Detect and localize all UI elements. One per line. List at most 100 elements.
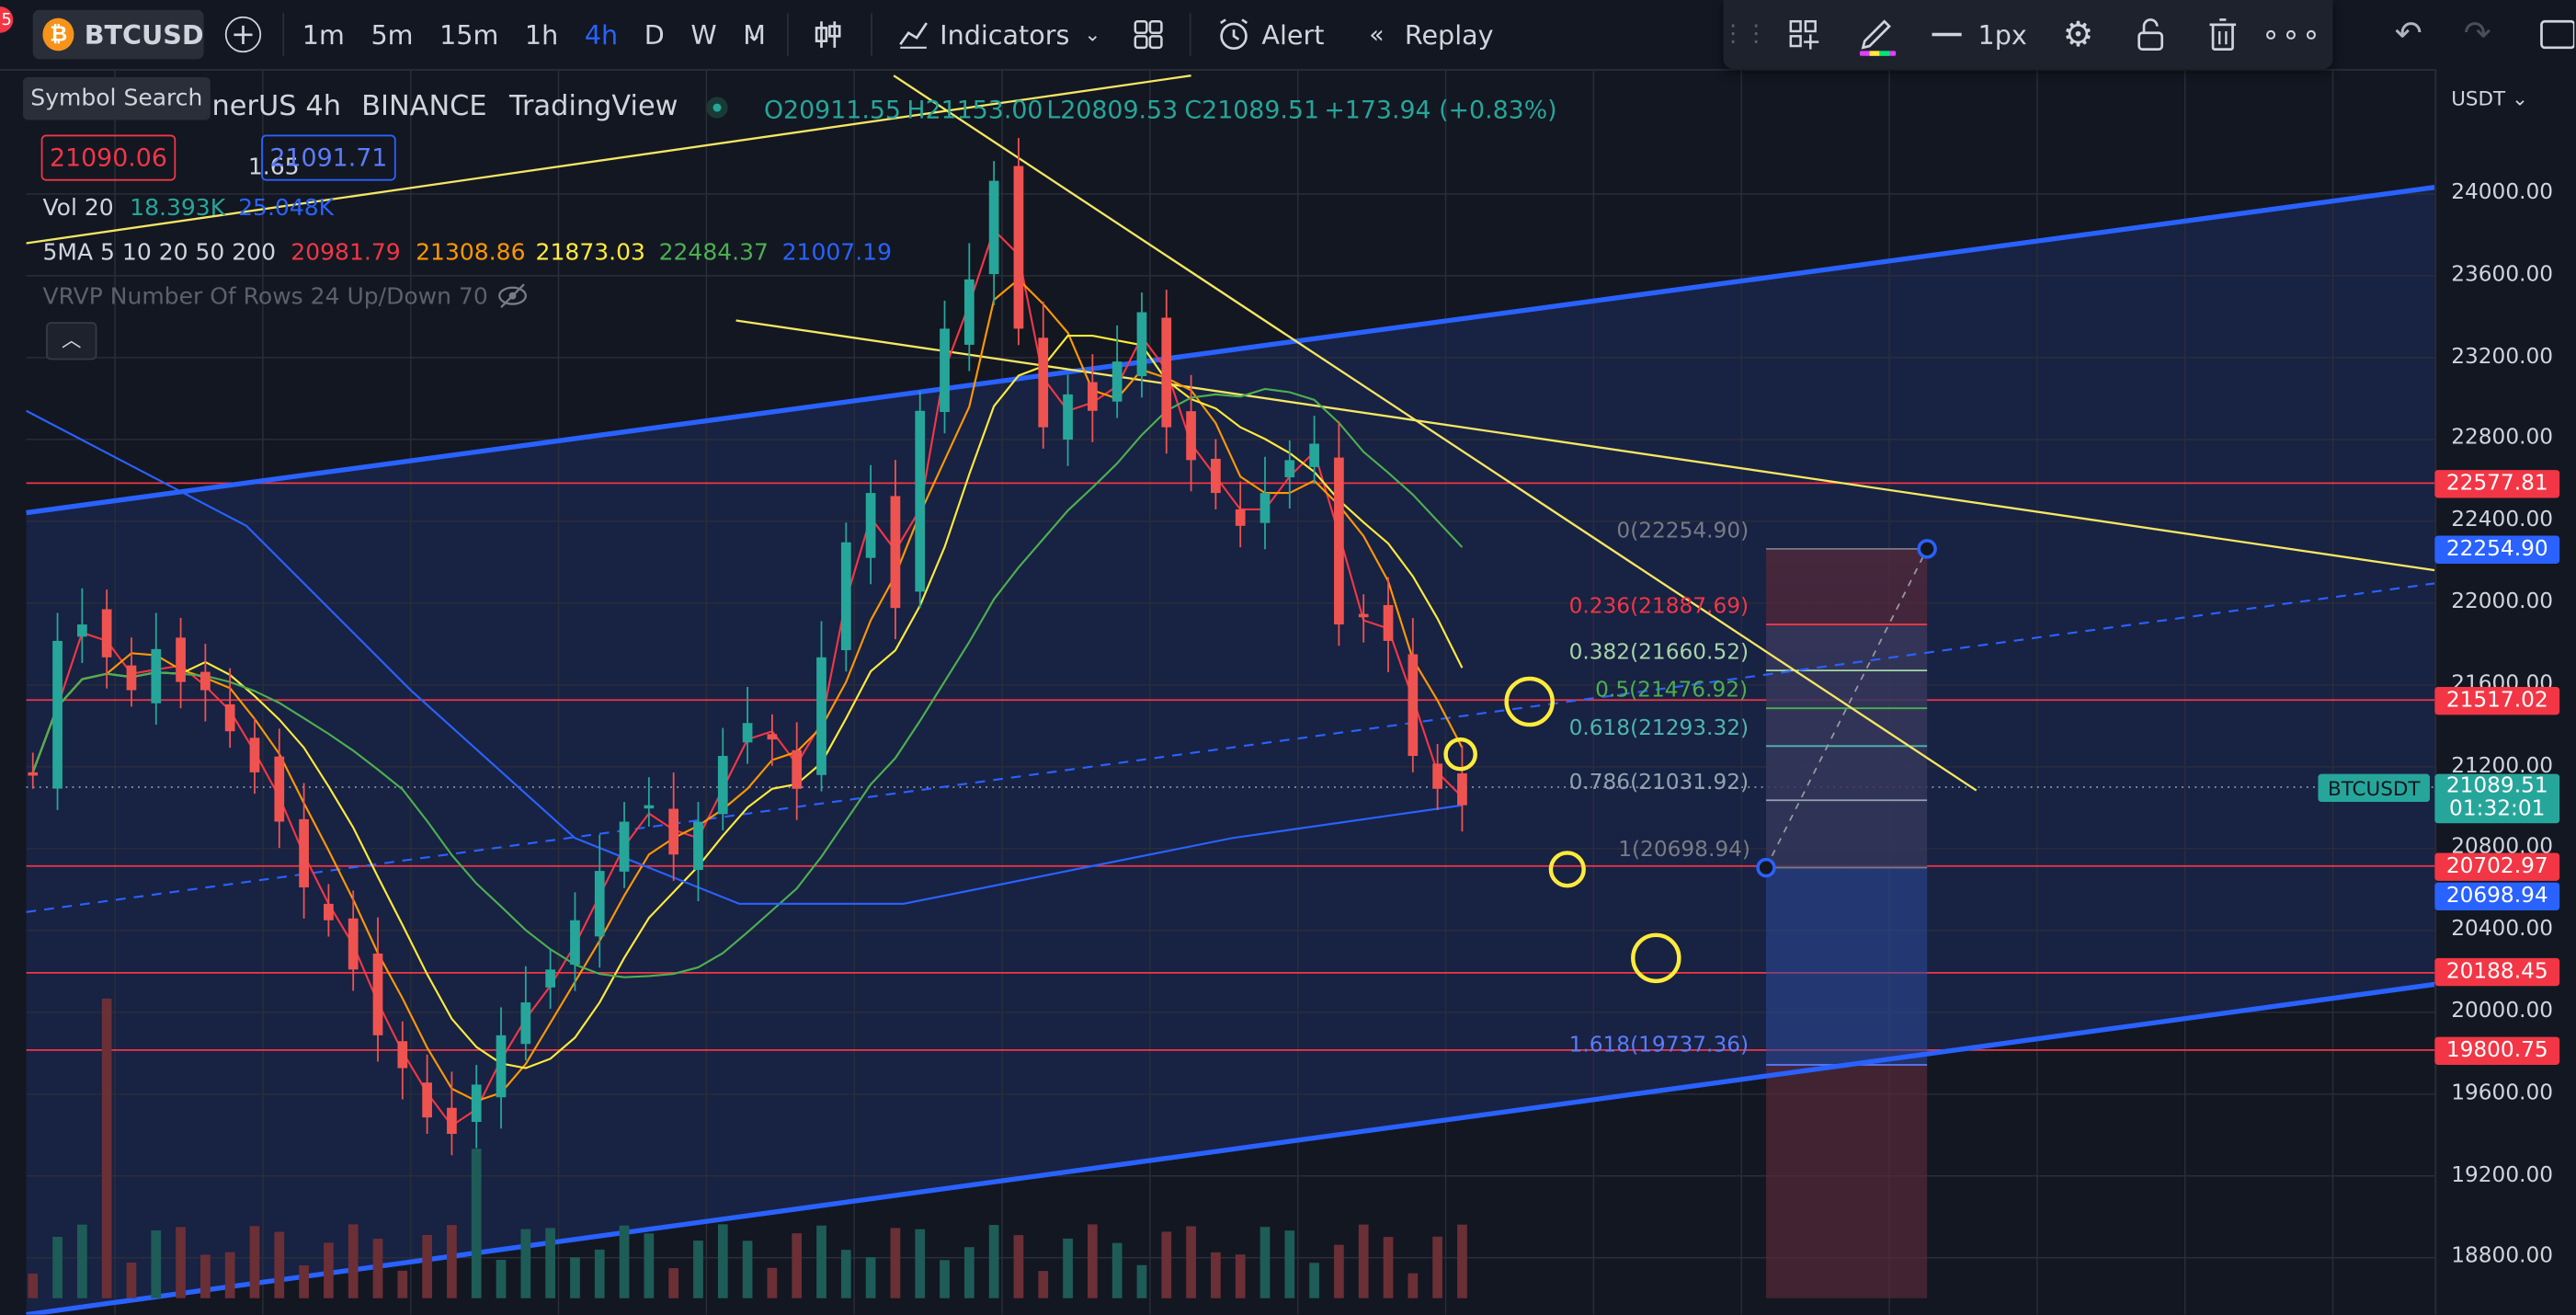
candle-body <box>792 749 803 789</box>
candle-body <box>200 671 211 691</box>
volume-bar <box>200 1254 211 1298</box>
price-label-20702: 20702.97 <box>2434 852 2560 881</box>
volume-bar <box>324 1242 334 1298</box>
price-chart[interactable] <box>0 0 2435 1315</box>
fib-retracement-tool[interactable] <box>1756 539 1937 1298</box>
plus-circle-icon[interactable]: + <box>224 16 262 53</box>
line-icon[interactable] <box>1932 32 1962 37</box>
volume-bar <box>176 1227 186 1298</box>
candle-body <box>520 1002 531 1045</box>
ma-line <box>31 334 1464 1069</box>
volume-bar <box>397 1270 408 1298</box>
replay-icon[interactable]: « <box>1369 19 1385 50</box>
price-label-22577: 22577.81 <box>2434 470 2560 498</box>
eye-off-icon[interactable] <box>496 281 530 311</box>
price-label-21517: 21517.02 <box>2434 686 2560 715</box>
price-label-22254: 22254.90 <box>2434 535 2560 564</box>
lock-icon[interactable] <box>2133 15 2169 54</box>
volume-bar <box>1038 1271 1049 1298</box>
market-status-icon <box>706 97 728 119</box>
legend-ma-50: 22484.37 <box>658 239 769 267</box>
fullscreen-icon[interactable] <box>2536 13 2576 55</box>
indicators-button[interactable]: Indicators <box>940 18 1070 51</box>
timeframe-4h[interactable]: 4h <box>584 18 619 51</box>
candle-body <box>299 818 309 887</box>
candle-body <box>496 1035 507 1098</box>
fib-label-0618: 0.618(21293.32) <box>1568 716 1750 741</box>
candle-body <box>151 648 162 703</box>
candle-body <box>249 738 260 772</box>
replay-button[interactable]: Replay <box>1404 18 1494 51</box>
timeframe-D[interactable]: D <box>644 18 665 51</box>
candles-icon[interactable] <box>810 17 846 52</box>
fib-label-0382: 0.382(21660.52) <box>1568 640 1750 666</box>
drag-handle-icon[interactable]: ⋮⋮ <box>1721 21 1768 48</box>
timeframe-1h[interactable]: 1h <box>524 18 559 51</box>
volume-bar <box>767 1267 778 1298</box>
timeframe-5m[interactable]: 5m <box>370 18 414 51</box>
drawing-toolbar: ⋮⋮ 1px ⚙ ∘∘∘ <box>1721 0 2333 70</box>
indicators-chevron-icon[interactable]: ⌄ <box>1084 23 1101 47</box>
volume-bar <box>224 1252 235 1298</box>
volume-bar <box>1235 1254 1246 1298</box>
volume-bar <box>693 1241 703 1298</box>
volume-bar <box>28 1273 39 1298</box>
layouts-icon[interactable] <box>1130 17 1166 52</box>
currency-selector[interactable]: USDT ⌄ <box>2451 86 2528 110</box>
volume-bar <box>1087 1224 1098 1298</box>
collapse-icon[interactable]: ︿ <box>46 322 97 360</box>
volume-bar <box>915 1229 926 1298</box>
symbol-search-button[interactable]: ₿ BTCUSD <box>32 9 204 60</box>
timeframe-15m[interactable]: 15m <box>439 18 499 51</box>
gear-icon[interactable]: ⚙ <box>2062 15 2094 54</box>
ask-price[interactable]: 21091.71 <box>261 134 396 181</box>
volume-bar <box>1211 1252 1221 1298</box>
chevron-down-icon[interactable]: ⌄ <box>746 23 763 47</box>
volume-bar <box>447 1225 457 1298</box>
candle-body <box>176 637 186 682</box>
volume-bar <box>1260 1227 1271 1298</box>
alert-icon[interactable] <box>1214 15 1254 54</box>
indicators-icon[interactable] <box>895 17 931 52</box>
bid-price[interactable]: 21090.06 <box>40 134 177 181</box>
legend-low: L20809.53 <box>1046 95 1179 125</box>
add-favorite-icon[interactable] <box>1785 17 1821 52</box>
alert-button[interactable]: Alert <box>1261 18 1325 51</box>
pencil-icon[interactable] <box>1855 10 1901 60</box>
axis-tick: 23600.00 <box>2451 262 2554 288</box>
candle-body <box>545 969 556 988</box>
candle-body <box>1111 361 1123 402</box>
moving-averages <box>26 228 1464 1127</box>
legend-high: H21153.00 <box>906 95 1043 125</box>
legend-vrvp: VRVP Number Of Rows 24 Up/Down 70 <box>42 284 488 311</box>
legend-close: C21089.51 <box>1184 95 1320 125</box>
volume-bar <box>52 1236 63 1298</box>
ma-line <box>31 387 1464 978</box>
candle-body <box>767 734 778 740</box>
bitcoin-icon: ₿ <box>42 17 75 51</box>
fib-label-05: 0.5(21476.92) <box>1595 679 1749 703</box>
undo-icon[interactable]: ↶ <box>2394 13 2422 53</box>
candle-body <box>890 496 901 609</box>
candle-body <box>1334 457 1344 625</box>
redo-icon[interactable]: ↷ <box>2463 13 2491 53</box>
more-icon[interactable]: ∘∘∘ <box>2261 17 2322 52</box>
candle-body <box>324 903 334 920</box>
timeframe-M[interactable]: M <box>743 18 766 51</box>
trash-icon[interactable] <box>2205 15 2240 54</box>
annotation-circles[interactable] <box>1443 676 1681 984</box>
candle-body <box>1063 394 1073 440</box>
volume-bar <box>792 1233 803 1298</box>
volume-bar <box>619 1225 630 1298</box>
candle-body <box>447 1107 457 1135</box>
line-width-button[interactable]: 1px <box>1978 18 2027 51</box>
top-toolbar: 5 ₿ BTCUSD + 1m 5m 15m 1h 4h D W M ⌄ Indicators… <box>0 0 2576 71</box>
volume-bar <box>890 1228 901 1298</box>
timeframe-W[interactable]: W <box>690 18 717 51</box>
legend-change: +173.94 (+0.83%) <box>1324 95 1557 125</box>
legend-source: TradingView <box>508 90 678 124</box>
volume-bar <box>372 1239 383 1298</box>
candlesticks[interactable] <box>28 138 1467 1156</box>
timeframe-1m[interactable]: 1m <box>302 18 345 51</box>
volume-bar <box>1309 1263 1319 1298</box>
